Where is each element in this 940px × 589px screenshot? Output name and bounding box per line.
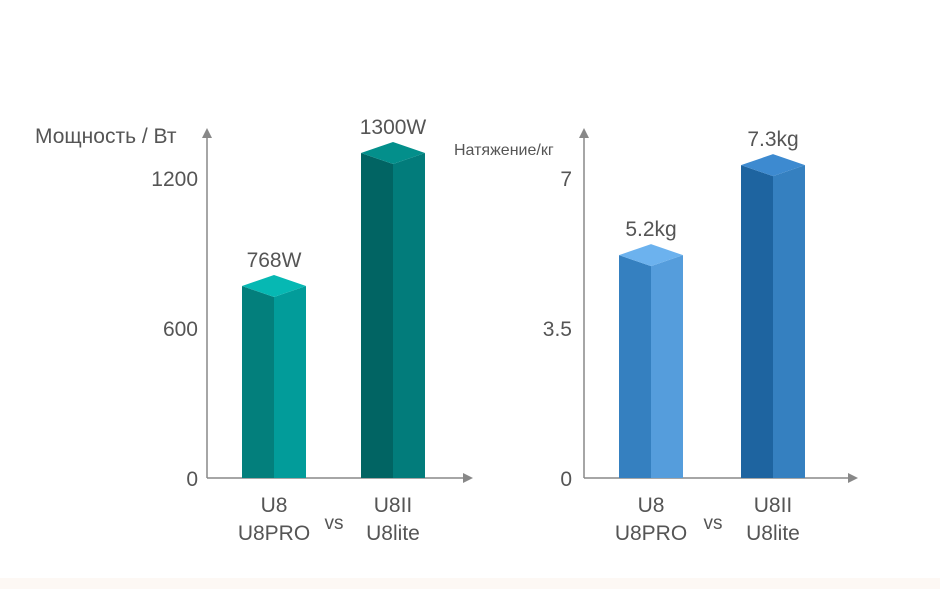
- bar-front-face: [741, 165, 773, 478]
- y-axis-arrow: [579, 128, 589, 138]
- vs-separator: vs: [704, 513, 723, 534]
- chart-tension: Натяжение/кг 0 3.5 7 5.2kg U8 U8PRO 7.3kg U8II U…: [454, 128, 858, 545]
- x-category-label: U8PRO: [238, 522, 310, 545]
- y-tick-label: 600: [163, 318, 198, 341]
- bar-top-face: [242, 275, 306, 297]
- bar-top-face: [741, 154, 805, 177]
- bar: [619, 244, 683, 478]
- x-axis-arrow: [848, 473, 858, 483]
- bar-side-face: [393, 153, 425, 478]
- x-category-label: U8: [638, 494, 665, 517]
- bar-front-face: [242, 286, 274, 478]
- data-label: 1300W: [360, 116, 427, 139]
- bar: [361, 142, 425, 478]
- bar: [741, 154, 805, 478]
- bar-front-face: [361, 153, 393, 478]
- bar-side-face: [274, 286, 306, 478]
- y-tick-label: 7: [560, 168, 572, 191]
- x-category-label: U8II: [374, 494, 413, 517]
- bar-top-face: [361, 142, 425, 164]
- y-tick-label: 1200: [151, 168, 198, 191]
- data-label: 5.2kg: [625, 218, 676, 241]
- x-axis-arrow: [463, 473, 473, 483]
- y-tick-label: 3.5: [543, 318, 572, 341]
- y-axis-arrow: [202, 128, 212, 138]
- x-category-label: U8lite: [366, 522, 420, 545]
- y-axis-label: Натяжение/кг: [454, 142, 554, 159]
- bar: [242, 275, 306, 478]
- x-category-label: U8II: [754, 494, 793, 517]
- vs-separator: vs: [325, 513, 344, 534]
- y-axis-label: Мощность / Вт: [35, 125, 177, 148]
- bar-top-face: [619, 244, 683, 267]
- y-tick-label: 0: [560, 468, 572, 491]
- bottom-strip: [0, 578, 940, 589]
- bar-side-face: [773, 165, 805, 478]
- y-tick-label: 0: [186, 468, 198, 491]
- data-label: 7.3kg: [747, 128, 798, 151]
- bar-front-face: [619, 255, 651, 478]
- bar-side-face: [651, 255, 683, 478]
- data-label: 768W: [247, 249, 302, 272]
- x-category-label: U8lite: [746, 522, 800, 545]
- x-category-label: U8: [261, 494, 288, 517]
- x-category-label: U8PRO: [615, 522, 687, 545]
- chart-power: Мощность / Вт 0 600 1200 768W U8 U8PRO 1300W U8…: [35, 116, 473, 545]
